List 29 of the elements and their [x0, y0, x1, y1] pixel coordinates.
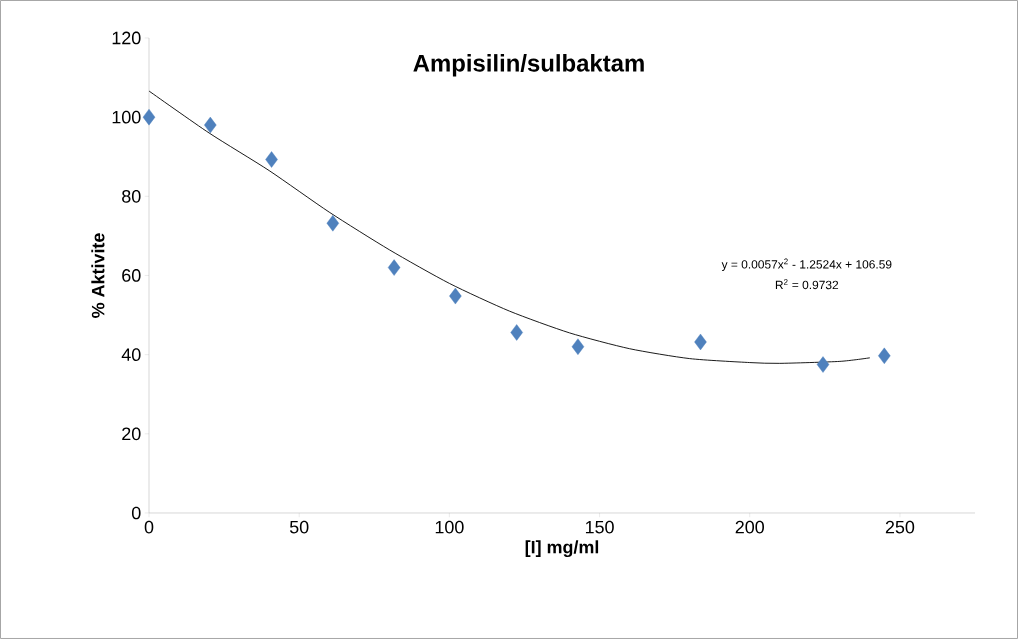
y-tick-label: 60	[122, 269, 141, 282]
text: Ampisilin/sulbaktam	[413, 54, 644, 77]
point	[204, 116, 217, 134]
point	[878, 347, 891, 365]
point	[816, 356, 830, 373]
point	[571, 338, 585, 355]
point	[142, 108, 156, 126]
point	[510, 324, 523, 341]
y-tick-label: 80	[122, 189, 141, 203]
annotation: R$^{2}$ = 0.9732	[775, 279, 839, 290]
point	[449, 287, 462, 305]
y-tick-label: 120	[112, 31, 141, 45]
point	[265, 151, 278, 168]
point	[694, 333, 707, 351]
x-tick-label: 100	[435, 520, 464, 534]
x-tick-label: 0	[144, 520, 154, 534]
point	[326, 215, 340, 232]
y-tick-label: 40	[121, 348, 141, 361]
x-tick-label: 250	[885, 520, 915, 534]
x-tick-label: 200	[735, 520, 764, 534]
point	[387, 259, 401, 276]
y-tick-label: 20	[122, 427, 141, 441]
y-tick-label: 0	[131, 506, 141, 520]
annotation: y = 0.0057x$^{2}$ - 1.2524x + 106.59	[721, 258, 892, 271]
x-axis-title: [I] mg/ml	[525, 540, 599, 558]
y-tick-label: 100	[112, 110, 141, 124]
x-tick-label: 50	[289, 520, 309, 534]
x-tick-label: 150	[585, 520, 614, 534]
y-axis-title: % Aktivite	[91, 233, 105, 318]
